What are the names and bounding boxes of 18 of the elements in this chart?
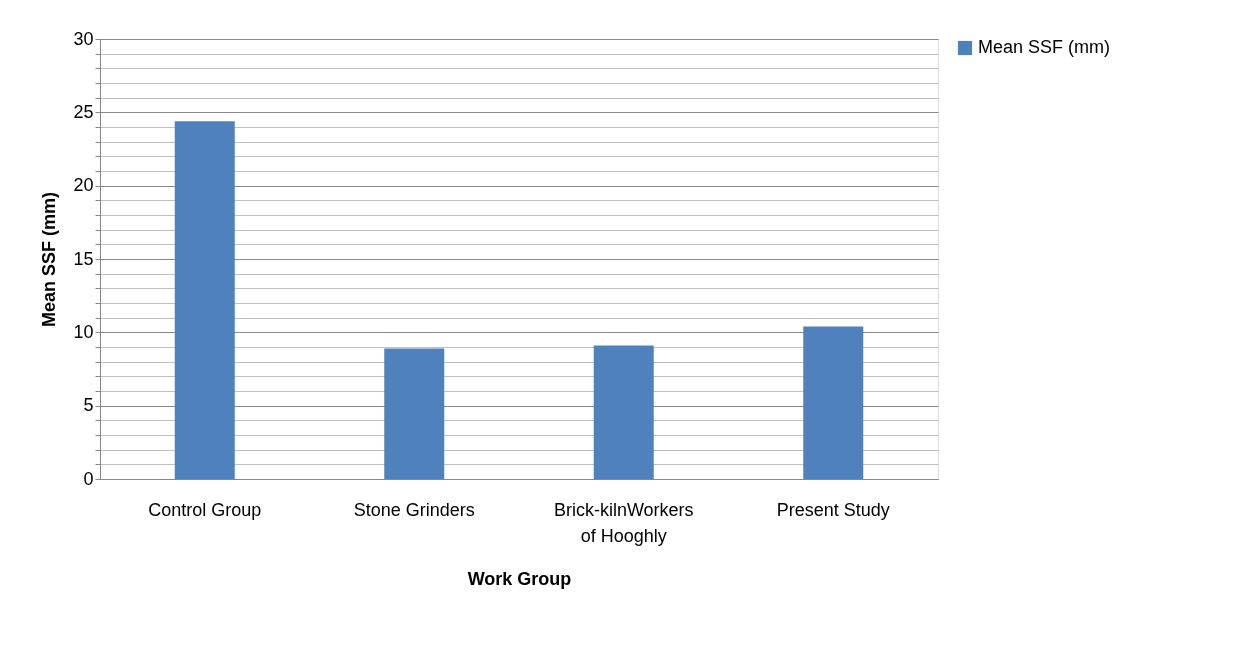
y-tick-label: 5 [83, 395, 94, 416]
x-tick-label: Brick-kilnWorkers of Hooghly [553, 499, 694, 546]
x-axis-title: Work Group [467, 568, 572, 589]
x-tick-label: Present Study [776, 499, 890, 520]
bar [384, 348, 445, 479]
legend-label: Mean SSF (mm) [978, 37, 1111, 57]
y-tick-label: 25 [73, 101, 94, 122]
bar [174, 121, 235, 479]
y-tick-label: 30 [73, 28, 94, 49]
y-axis-title: Mean SSF (mm) [39, 191, 60, 328]
x-tick-label: Stone Grinders [353, 499, 475, 520]
x-tick-label: Control Group [148, 499, 262, 520]
y-tick-label: 15 [73, 248, 94, 269]
y-tick-label: 0 [83, 468, 94, 489]
bar [593, 345, 654, 479]
y-tick-label: 10 [73, 321, 94, 342]
y-tick-label: 20 [73, 175, 94, 196]
bar [803, 326, 864, 479]
